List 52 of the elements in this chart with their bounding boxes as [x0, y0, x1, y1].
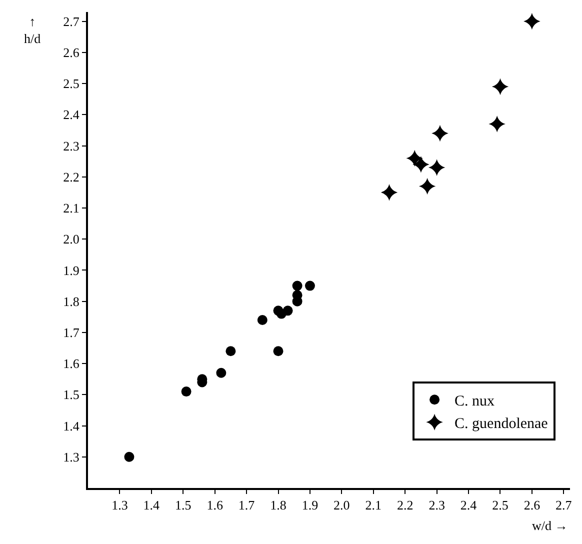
point — [282, 306, 293, 316]
point — [488, 116, 506, 132]
point — [412, 156, 430, 173]
point — [292, 280, 302, 291]
point — [257, 315, 268, 325]
y-tick-label: 1.4 — [63, 418, 80, 434]
x-tick-label: 1.5 — [175, 498, 192, 513]
legend-label: C. nux — [454, 394, 496, 410]
point — [524, 12, 540, 30]
y-tick-label: 2.7 — [63, 14, 80, 29]
x-tick-label: 2.5 — [492, 498, 508, 513]
point — [380, 184, 398, 201]
y-tick-label: 2.2 — [63, 169, 80, 184]
y-tick-label: 2.4 — [63, 107, 80, 122]
point — [418, 178, 436, 195]
y-tick-label: 2.6 — [63, 44, 80, 60]
point — [492, 78, 509, 96]
point — [304, 280, 315, 291]
point — [406, 150, 424, 167]
x-tick-label: 1.6 — [206, 498, 224, 513]
y-tick-label: 1.7 — [63, 324, 80, 340]
point — [428, 159, 446, 176]
x-tick-label: 1.7 — [238, 498, 256, 513]
x-tick-label: 2.2 — [396, 498, 414, 513]
point — [432, 124, 448, 142]
x-tick-label: 2.0 — [334, 498, 350, 513]
y-tick-label: 2.3 — [63, 138, 80, 154]
legend-label: C. guendolenae — [454, 416, 548, 432]
point — [273, 346, 284, 356]
y-tick-label: 2.1 — [63, 200, 80, 216]
y-tick-label: 1.8 — [63, 294, 80, 309]
point — [124, 452, 134, 462]
point — [181, 386, 192, 397]
y-tick-label: 1.9 — [63, 262, 80, 278]
x-tick-label: 2.3 — [428, 498, 445, 513]
x-tick-label: 1.8 — [270, 498, 286, 513]
y-axis-title: ↑ h/d — [24, 14, 42, 46]
x-axis-title: w/d → — [532, 518, 568, 533]
x-tick-label: 2.1 — [365, 498, 382, 513]
point — [216, 368, 226, 378]
y-tick-label: 1.3 — [63, 449, 80, 464]
x-tick-label: 2.6 — [524, 498, 541, 513]
x-tick-label: 2.7 — [556, 498, 572, 513]
y-tick-label: 2.5 — [63, 76, 80, 92]
x-tick-label: 2.4 — [460, 498, 478, 513]
y-tick-label: 1.6 — [63, 356, 80, 372]
point — [226, 346, 236, 356]
x-tick-label: 1.9 — [302, 498, 318, 513]
y-tick-label: 2.0 — [63, 232, 80, 247]
x-tick-label: 1.3 — [112, 498, 128, 513]
y-tick-label: 1.5 — [63, 387, 80, 402]
x-tick-label: 1.4 — [143, 498, 160, 513]
